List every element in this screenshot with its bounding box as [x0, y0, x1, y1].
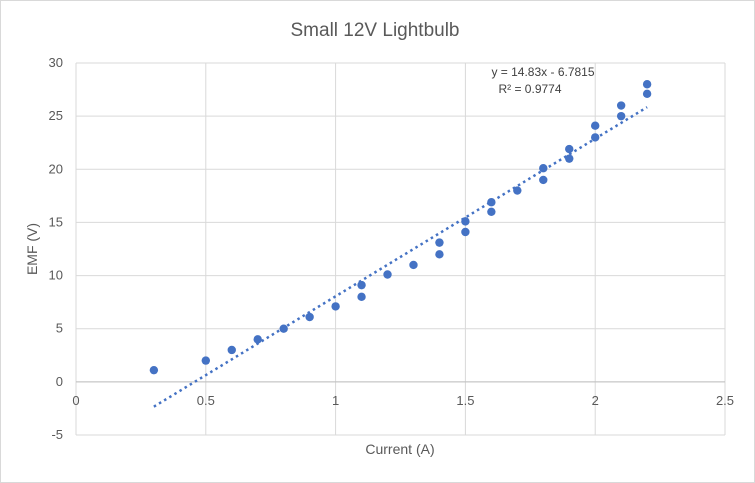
data-point	[409, 260, 418, 270]
y-tick-label: -5	[51, 427, 63, 442]
x-tick-label: 2	[592, 393, 599, 408]
data-point	[461, 217, 470, 226]
data-point	[539, 164, 548, 173]
trendline	[153, 106, 648, 408]
tick-labels: -5 0 5 10 15 20 25 30 0 0.5 1 1.5 2 2.5	[49, 55, 735, 442]
data-point	[642, 80, 652, 89]
x-tick-label: 0	[72, 393, 79, 408]
gridlines	[75, 62, 726, 436]
data-point	[616, 111, 626, 121]
data-point	[253, 335, 262, 344]
x-tick-label: 1	[332, 393, 339, 408]
x-tick-label: 2.5	[716, 393, 734, 408]
data-point	[383, 270, 392, 279]
y-tick-label: 10	[49, 268, 63, 283]
data-point	[279, 324, 288, 333]
data-point	[642, 89, 652, 99]
y-tick-label: 30	[49, 55, 63, 70]
trendline-r-squared: R² = 0.9774	[498, 82, 561, 96]
data-point	[591, 133, 600, 142]
data-points	[149, 80, 652, 375]
y-axis-label: EMF (V)	[24, 223, 40, 275]
trendline-layer	[153, 106, 648, 408]
trendline-equation: y = 14.83x - 6.7815	[491, 65, 594, 79]
data-point	[201, 356, 210, 365]
data-point	[227, 345, 236, 355]
data-point	[435, 238, 444, 247]
data-point	[357, 280, 366, 290]
x-tick-label: 1.5	[456, 393, 474, 408]
data-point	[513, 186, 522, 195]
chart-title: Small 12V Lightbulb	[291, 20, 460, 41]
data-point	[305, 312, 314, 322]
y-tick-label: 15	[49, 214, 63, 229]
data-point	[357, 292, 366, 302]
data-point	[539, 175, 548, 185]
y-tick-label: 0	[56, 374, 63, 389]
y-tick-label: 25	[49, 108, 63, 123]
x-axis-label: Current (A)	[365, 441, 434, 457]
y-tick-label: 5	[56, 321, 63, 336]
data-point	[331, 302, 340, 311]
data-point	[149, 365, 159, 375]
data-point	[616, 101, 626, 110]
data-point	[487, 198, 496, 207]
data-point	[565, 144, 574, 154]
data-point	[487, 207, 496, 216]
data-point	[461, 227, 470, 237]
x-tick-label: 0.5	[197, 393, 215, 408]
y-tick-label: 20	[49, 161, 63, 176]
data-point	[435, 250, 444, 259]
data-point	[591, 121, 600, 130]
data-point	[565, 154, 574, 163]
